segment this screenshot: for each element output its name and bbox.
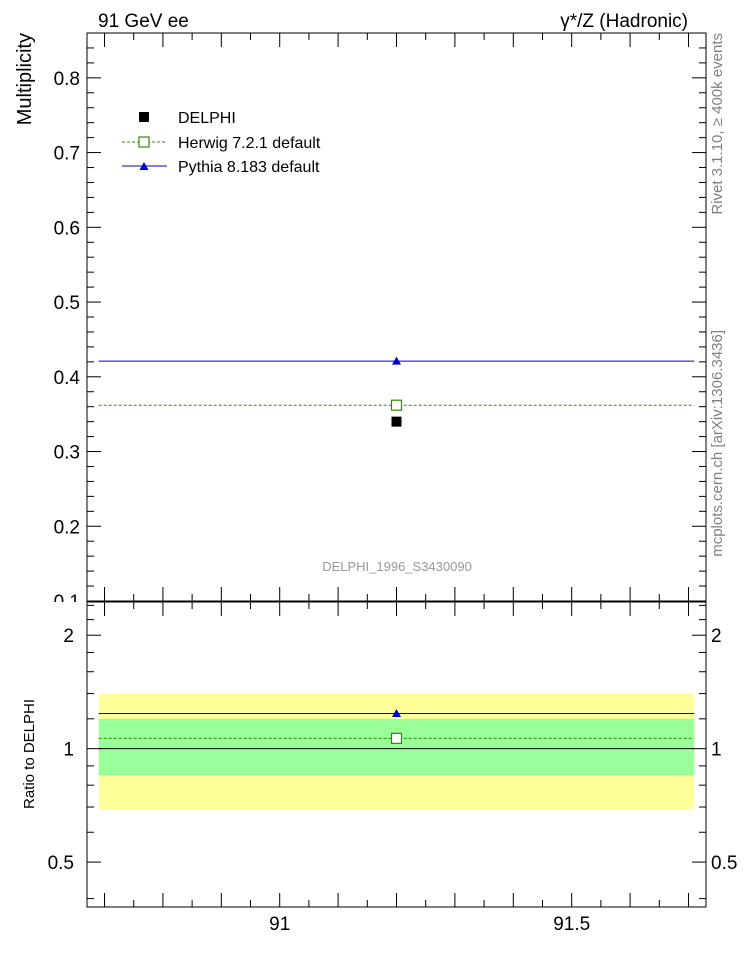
- main-y-axis-title: Multiplicity: [14, 33, 36, 125]
- legend-delphi-label: DELPHI: [178, 110, 236, 127]
- ratio-axis-ticks: [87, 604, 706, 900]
- rivet-side-label: Rivet 3.1.10, ≥ 400k events: [709, 33, 726, 215]
- ratio-y-tick-label-left: 0.5: [48, 853, 74, 874]
- ratio-plot-frame: [86, 601, 707, 908]
- ratio-y-tick-label-right: 1: [711, 740, 722, 761]
- ratio-y-tick-label-left: 2: [63, 626, 74, 647]
- main-y-tick-label: 0.7: [54, 144, 80, 165]
- main-y-tick-label: 0.3: [54, 443, 80, 464]
- main-y-tick-label: 0.6: [54, 218, 80, 239]
- header-right-label: γ*/Z (Hadronic): [560, 11, 688, 32]
- legend-herwig-swatch: [138, 136, 150, 148]
- main-y-tick-label: 0.2: [54, 517, 80, 538]
- ratio-y-tick-label-right: 0.5: [711, 853, 737, 874]
- analysis-watermark: DELPHI_1996_S3430090: [322, 559, 472, 574]
- herwig-marker: [390, 399, 403, 411]
- x-axis-ticks: [104, 33, 689, 907]
- x-tick-label: 91: [269, 914, 290, 935]
- main-y-tick-label: 0.5: [54, 293, 80, 314]
- mcplots-side-label: mcplots.cern.ch [arXiv:1306.3436]: [709, 330, 726, 557]
- legend-delphi-swatch: [139, 112, 149, 122]
- x-tick-label: 91.5: [553, 914, 590, 935]
- ratio-y-axis-title: Ratio to DELPHI: [21, 699, 38, 809]
- ratio-y-tick-label-left: 1: [63, 740, 74, 761]
- label-clip-mask: [36, 602, 84, 616]
- main-y-tick-label: 0.8: [54, 69, 80, 90]
- legend-pythia-swatch: [139, 162, 149, 170]
- main-y-tick-label: 0.4: [54, 368, 81, 389]
- ratio-pythia-marker: [392, 708, 401, 717]
- legend-herwig-label: Herwig 7.2.1 default: [178, 135, 321, 152]
- delphi-data-point: [391, 416, 402, 427]
- legend-pythia-label: Pythia 8.183 default: [178, 159, 320, 176]
- main-plot-frame: [86, 32, 707, 602]
- header-left-label: 91 GeV ee: [98, 11, 189, 32]
- ratio-herwig-marker: [390, 732, 403, 744]
- legend: DELPHI Herwig 7.2.1 default Pythia 8.183…: [122, 110, 321, 176]
- ratio-band-inner: [98, 718, 695, 776]
- pythia-marker: [392, 356, 401, 365]
- ratio-y-tick-label-right: 2: [711, 626, 722, 647]
